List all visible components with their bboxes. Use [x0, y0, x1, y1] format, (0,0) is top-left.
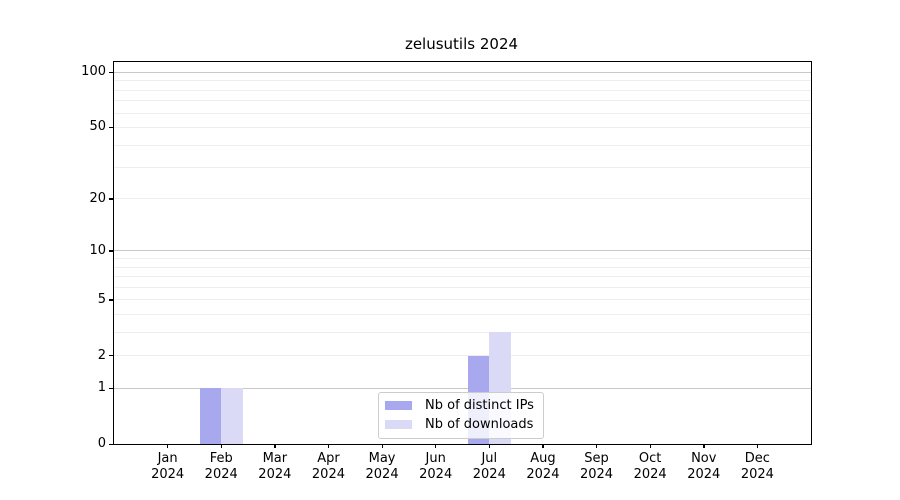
x-tick-mark — [435, 444, 437, 448]
y-tick-mark — [109, 198, 113, 200]
gridline-major — [114, 71, 811, 73]
x-tick-label: Mar 2024 — [258, 451, 292, 482]
x-tick-label: Feb 2024 — [204, 451, 238, 482]
y-tick-mark — [109, 126, 113, 129]
y-tick-mark — [109, 299, 113, 301]
gridline-minor — [114, 331, 811, 333]
x-tick-mark — [756, 444, 759, 448]
gridline-minor — [114, 144, 811, 146]
gridline-minor — [114, 266, 811, 268]
x-tick-label: Jul 2024 — [472, 451, 506, 482]
x-tick-mark — [649, 444, 651, 448]
y-tick-label: 0 — [97, 436, 106, 451]
x-tick-mark — [381, 444, 383, 448]
plot-area: 0 1 2 5 10 20 50 100 Jan 2024 Feb 2024 Mar 2024 Ap… — [81, 61, 812, 482]
x-tick-label: Apr 2024 — [311, 451, 345, 482]
x-tick-mark — [542, 444, 544, 448]
y-tick-label: 1 — [97, 380, 106, 396]
gridline-minor — [114, 126, 811, 128]
x-tick-label: May 2024 — [365, 451, 399, 482]
gridline-minor — [114, 80, 811, 82]
gridline-minor — [114, 100, 811, 102]
gridline-minor — [114, 89, 811, 91]
gridline-minor — [114, 355, 811, 357]
gridline-minor — [114, 167, 811, 169]
gridline-minor — [114, 299, 811, 301]
y-tick-mark — [109, 250, 113, 252]
gridline-minor — [114, 286, 811, 288]
bar-distinct-ips — [199, 388, 222, 444]
legend-swatch-downloads — [385, 420, 412, 429]
y-tick-label: 100 — [81, 64, 106, 80]
legend-entry-distinct-ips: Nb of distinct IPs — [385, 398, 534, 413]
gridline-minor — [114, 313, 811, 315]
y-tick-label: 50 — [89, 119, 106, 135]
legend-entry-downloads: Nb of downloads — [385, 417, 534, 432]
y-tick-mark — [109, 355, 113, 357]
x-tick-mark — [703, 444, 705, 448]
x-tick-label: Oct 2024 — [633, 451, 667, 482]
legend-label-distinct-ips: Nb of distinct IPs — [425, 398, 534, 413]
legend-label-downloads: Nb of downloads — [425, 417, 534, 432]
y-tick-label: 2 — [97, 347, 106, 363]
x-tick-label: Aug 2024 — [526, 451, 560, 482]
chart-title: zelusutils 2024 — [404, 35, 519, 53]
y-tick-label: 10 — [89, 242, 106, 258]
x-tick-mark — [488, 444, 491, 448]
y-tick-label: 20 — [89, 190, 106, 206]
legend: Nb of distinct IPs Nb of downloads — [378, 392, 544, 439]
x-tick-mark — [220, 444, 223, 448]
x-tick-mark — [327, 444, 330, 448]
x-tick-label: Nov 2024 — [687, 451, 721, 482]
y-tick-label: 5 — [97, 291, 106, 307]
gridline-minor — [114, 112, 811, 114]
legend-swatch-distinct-ips — [385, 401, 412, 410]
x-tick-label: Sep 2024 — [579, 451, 614, 482]
gridline-major — [114, 387, 811, 389]
x-tick-label: Jun 2024 — [419, 451, 453, 482]
gridline-minor — [114, 198, 811, 200]
x-tick-label: Dec 2024 — [740, 451, 774, 482]
x-tick-label: Jan 2024 — [151, 451, 185, 482]
y-tick-mark — [109, 443, 113, 445]
x-tick-mark — [167, 444, 169, 448]
x-tick-mark — [274, 444, 276, 448]
gridline-major — [114, 250, 811, 252]
y-tick-mark — [109, 71, 113, 74]
gridline-minor — [114, 258, 811, 260]
x-tick-mark — [596, 444, 598, 448]
gridline-minor — [114, 276, 811, 278]
y-tick-mark — [109, 387, 113, 389]
bar-downloads — [221, 388, 243, 444]
